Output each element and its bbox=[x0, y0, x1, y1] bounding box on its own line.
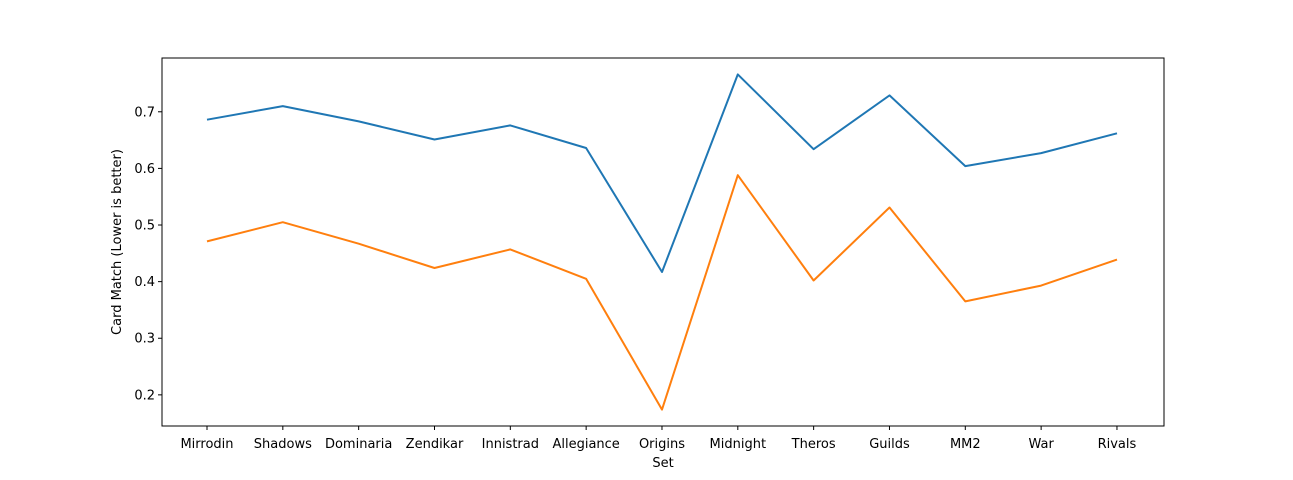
y-tick-label: 0.3 bbox=[134, 332, 155, 347]
x-tick-label: Origins bbox=[639, 437, 685, 452]
x-tick-label: Allegiance bbox=[552, 437, 619, 452]
x-tick-label: Dominaria bbox=[325, 437, 392, 452]
x-tick-label: Innistrad bbox=[482, 437, 539, 452]
series-line-1 bbox=[206, 73, 1118, 273]
x-tick-label: Zendikar bbox=[406, 437, 464, 452]
x-tick-label: War bbox=[1028, 437, 1054, 452]
x-tick-label: Shadows bbox=[254, 437, 312, 452]
y-tick-label: 0.4 bbox=[134, 275, 155, 290]
x-axis: Mirrodin Shadows Dominaria Zendikar Innistra… bbox=[180, 426, 1137, 452]
x-tick-label: Theros bbox=[791, 437, 836, 452]
series-layer bbox=[206, 73, 1118, 411]
x-tick-label: Mirrodin bbox=[180, 437, 233, 452]
y-tick-label: 0.5 bbox=[134, 219, 155, 234]
x-tick-label: MM2 bbox=[950, 437, 981, 452]
y-tick-label: 0.2 bbox=[134, 388, 155, 403]
x-tick-label: Midnight bbox=[710, 437, 767, 452]
x-axis-label: Set bbox=[652, 456, 673, 471]
x-tick-label: Guilds bbox=[869, 437, 910, 452]
y-axis-label: Card Match (Lower is better) bbox=[110, 149, 125, 335]
y-tick-label: 0.6 bbox=[134, 162, 155, 177]
y-axis: 0.2 0.3 0.4 0.5 0.6 0.7 bbox=[134, 105, 162, 403]
y-tick-label: 0.7 bbox=[134, 105, 155, 120]
x-tick-label: Rivals bbox=[1098, 437, 1137, 452]
plot-frame bbox=[161, 57, 1165, 427]
series-line-2 bbox=[206, 174, 1118, 411]
